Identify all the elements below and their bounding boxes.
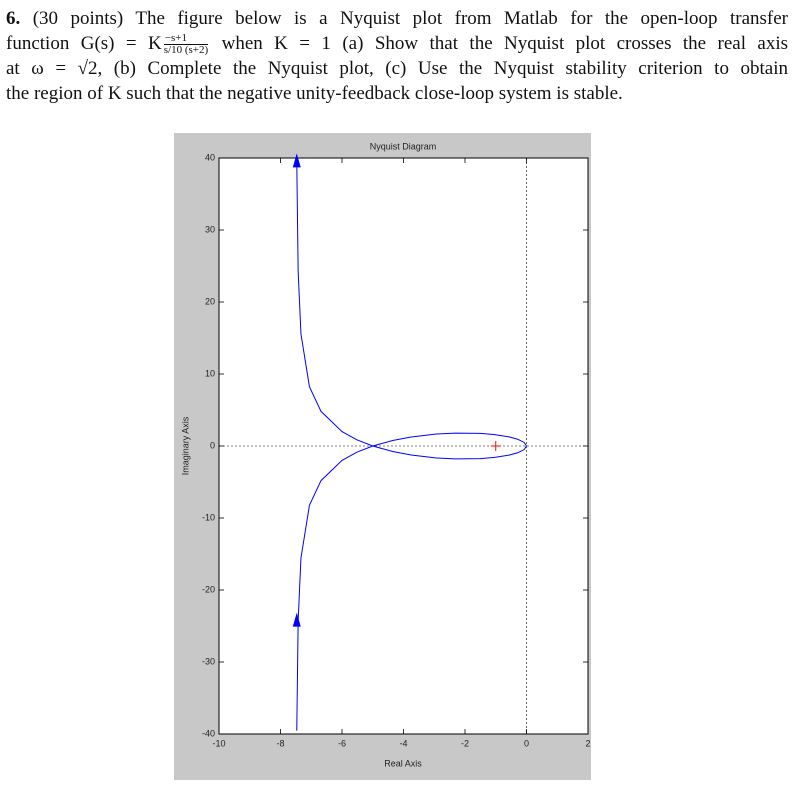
- fraction: −s+1 s/10 (s+2): [163, 33, 209, 57]
- denominator: s/10 (s+2): [163, 44, 209, 57]
- y-tick-label: 30: [205, 224, 215, 234]
- x-tick-label: 2: [585, 738, 590, 748]
- question-number: 6.: [6, 8, 21, 29]
- nyquist-curve: [296, 161, 527, 460]
- text: the region of K such that the negative u…: [6, 83, 623, 105]
- x-tick-label: -8: [276, 738, 284, 748]
- text: when K = 1 (a) Show that the Nyquist plo…: [221, 33, 788, 54]
- x-tick-label: -6: [338, 738, 346, 748]
- chart-title: Nyquist Diagram: [370, 141, 437, 151]
- text-line: the region of K such that the negative u…: [6, 81, 788, 106]
- text: function G(s) = K: [6, 33, 162, 54]
- x-tick-label: -4: [399, 738, 407, 748]
- y-tick-label: 10: [205, 368, 215, 378]
- direction-arrow: [292, 612, 301, 627]
- y-tick-label: 40: [205, 152, 215, 162]
- nyquist-curve: [296, 432, 527, 731]
- direction-arrow: [292, 153, 301, 168]
- text: (30 points) The figure below is a Nyquis…: [32, 8, 789, 29]
- question: 6. (30 points) The figure below is a Nyq…: [6, 6, 788, 106]
- y-tick-label: -30: [202, 656, 215, 666]
- text-line: 6. (30 points) The figure below is a Nyq…: [6, 6, 788, 31]
- text-line: function G(s) = K −s+1 s/10 (s+2) when K =…: [6, 31, 788, 56]
- x-tick-label: -2: [461, 738, 469, 748]
- y-tick-label: -20: [202, 584, 215, 594]
- text: at ω = √2, (b) Complete the Nyquist plot…: [6, 58, 788, 80]
- y-tick-label: 20: [205, 296, 215, 306]
- x-tick-label: -10: [212, 738, 225, 748]
- y-axis-label: Imaginary Axis: [180, 416, 190, 475]
- numerator: −s+1: [163, 33, 209, 46]
- text-line: at ω = √2, (b) Complete the Nyquist plot…: [6, 56, 788, 81]
- x-axis-label: Real Axis: [384, 758, 422, 768]
- point-marker: [490, 441, 501, 451]
- y-tick-label: -40: [202, 728, 215, 738]
- y-tick-label: 0: [210, 440, 215, 450]
- x-tick-label: 0: [524, 738, 529, 748]
- y-tick-label: -10: [202, 512, 215, 522]
